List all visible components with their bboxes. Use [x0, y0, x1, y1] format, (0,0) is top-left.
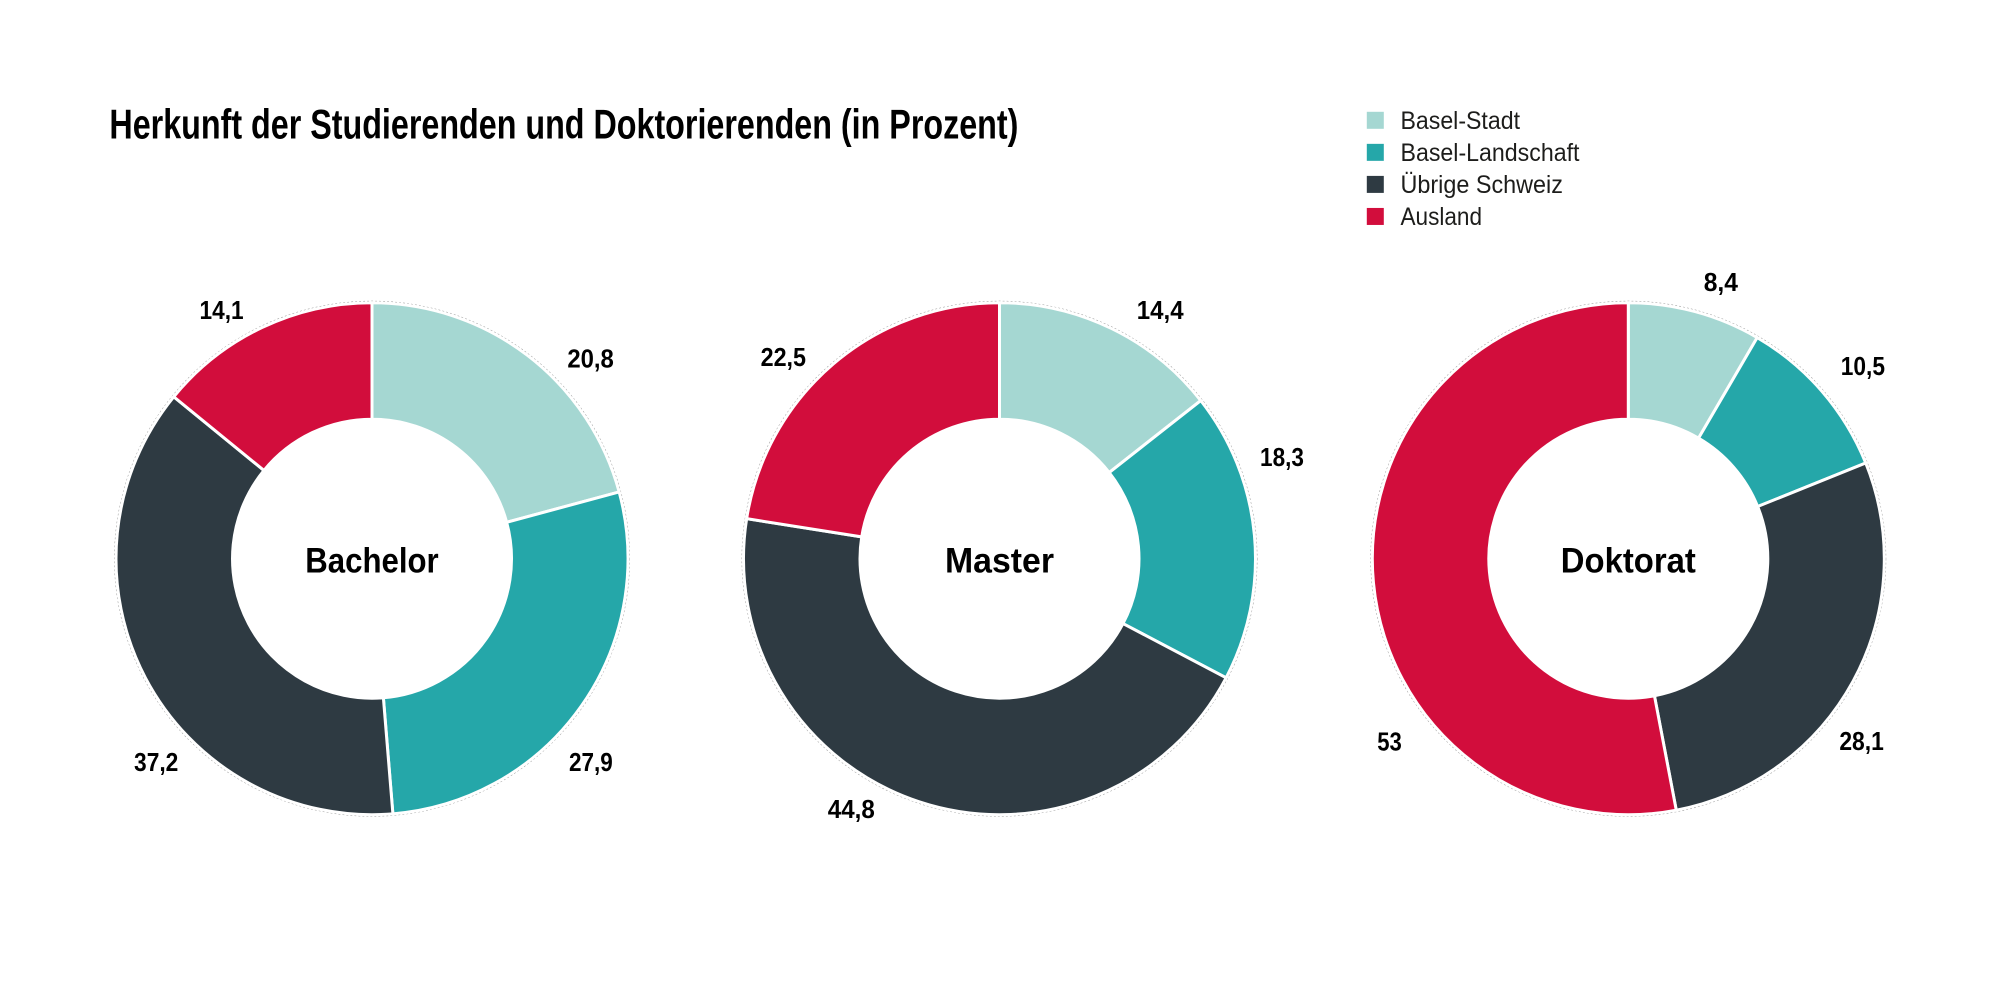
svg-text:8,4: 8,4 [1704, 269, 1739, 297]
svg-text:10,5: 10,5 [1841, 353, 1885, 381]
svg-text:28,1: 28,1 [1839, 728, 1884, 756]
svg-text:14,4: 14,4 [1137, 297, 1185, 325]
svg-text:27,9: 27,9 [569, 749, 613, 777]
svg-text:Basel-Stadt: Basel-Stadt [1401, 107, 1521, 135]
svg-text:Master: Master [945, 542, 1054, 581]
svg-text:Basel-Landschaft: Basel-Landschaft [1401, 139, 1580, 167]
svg-text:14,1: 14,1 [200, 297, 244, 325]
svg-text:20,8: 20,8 [567, 346, 614, 374]
svg-text:18,3: 18,3 [1260, 444, 1304, 472]
svg-text:Ausland: Ausland [1401, 203, 1483, 231]
svg-text:Übrige Schweiz: Übrige Schweiz [1401, 171, 1563, 199]
svg-text:Herkunft der Studierenden und: Herkunft der Studierenden und Doktoriere… [109, 101, 1018, 148]
svg-text:22,5: 22,5 [761, 344, 806, 372]
svg-text:44,8: 44,8 [828, 796, 875, 824]
svg-text:Bachelor: Bachelor [305, 542, 439, 581]
svg-text:37,2: 37,2 [134, 749, 178, 777]
svg-text:Doktorat: Doktorat [1561, 542, 1696, 581]
svg-text:53: 53 [1377, 728, 1402, 756]
